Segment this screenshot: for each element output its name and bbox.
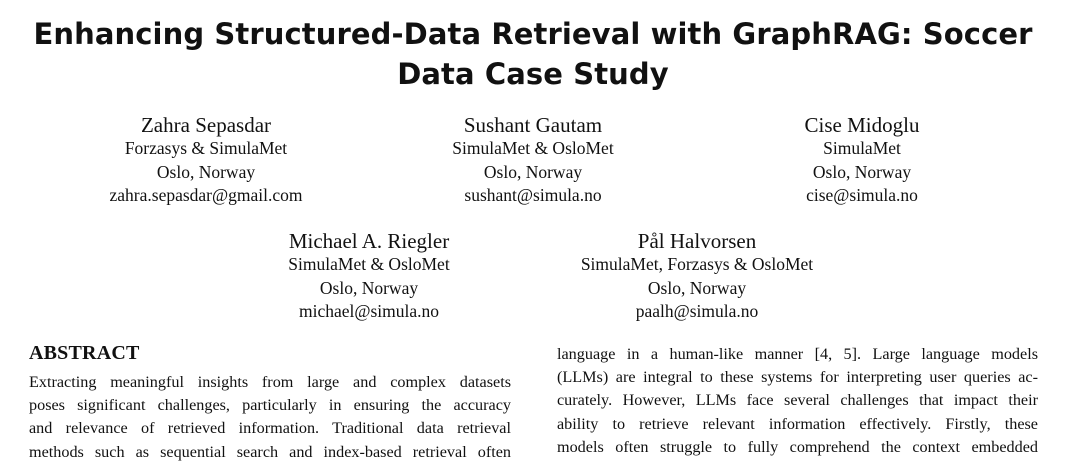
author-email: cise@simula.no	[806, 185, 918, 205]
paper-title-line-2: Data Case Study	[397, 57, 669, 91]
author-block: Sushant Gautam SimulaMet & OsloMet Oslo,…	[363, 113, 703, 208]
abstract-line: methods such as sequential search and in…	[29, 442, 511, 461]
author-email: zahra.sepasdar@gmail.com	[109, 185, 303, 205]
author-block: Pål Halvorsen SimulaMet, Forzasys & Oslo…	[527, 229, 867, 324]
author-email: paalh@simula.no	[635, 301, 759, 321]
author-location: Oslo, Norway	[647, 277, 747, 298]
author-name: Sushant Gautam	[463, 113, 603, 137]
author-email: michael@simula.no	[298, 301, 440, 321]
author-affiliation: SimulaMet & OsloMet	[288, 254, 450, 274]
author-location: Oslo, Norway	[319, 277, 419, 298]
body-line: (LLMs) are integral to these systems for…	[557, 368, 1038, 387]
author-affiliation: SimulaMet	[823, 138, 901, 158]
body-line: models often struggle to fully comprehen…	[557, 437, 1038, 456]
author-name: Michael A. Riegler	[288, 229, 450, 253]
abstract-line: Extracting meaningful insights from larg…	[29, 373, 511, 391]
author-location: Oslo, Norway	[812, 161, 912, 182]
author-name: Cise Midoglu	[804, 113, 920, 137]
author-name: Pål Halvorsen	[637, 229, 757, 253]
paper-title-line-1: Enhancing Structured-Data Retrieval with…	[33, 17, 1033, 51]
author-block: Michael A. Riegler SimulaMet & OsloMet O…	[199, 229, 539, 324]
author-block: Zahra Sepasdar Forzasys & SimulaMet Oslo…	[36, 113, 376, 208]
abstract-heading: ABSTRACT	[29, 342, 140, 364]
author-name: Zahra Sepasdar	[140, 113, 272, 137]
author-email: sushant@simula.no	[464, 185, 602, 205]
author-location: Oslo, Norway	[483, 161, 583, 182]
author-affiliation: SimulaMet & OsloMet	[452, 138, 614, 158]
author-location: Oslo, Norway	[156, 161, 256, 182]
body-line: curately. However, LLMs face several cha…	[557, 391, 1038, 410]
author-affiliation: Forzasys & SimulaMet	[124, 138, 288, 158]
abstract-line: poses significant challenges, particular…	[29, 396, 511, 415]
abstract-line: and relevance of retrieved information. …	[29, 419, 511, 438]
body-line: ability to retrieve relevant information…	[557, 414, 1038, 433]
right-column-body: language in a human-like manner [4, 5]. …	[557, 343, 1038, 459]
abstract-body: Extracting meaningful insights from larg…	[29, 371, 511, 464]
author-block: Cise Midoglu SimulaMet Oslo, Norway cise…	[692, 113, 1032, 208]
paper-page: Enhancing Structured-Data Retrieval with…	[29, 17, 1038, 461]
body-line: language in a human-like manner [4, 5]. …	[557, 345, 1038, 363]
author-affiliation: SimulaMet, Forzasys & OsloMet	[580, 254, 814, 274]
